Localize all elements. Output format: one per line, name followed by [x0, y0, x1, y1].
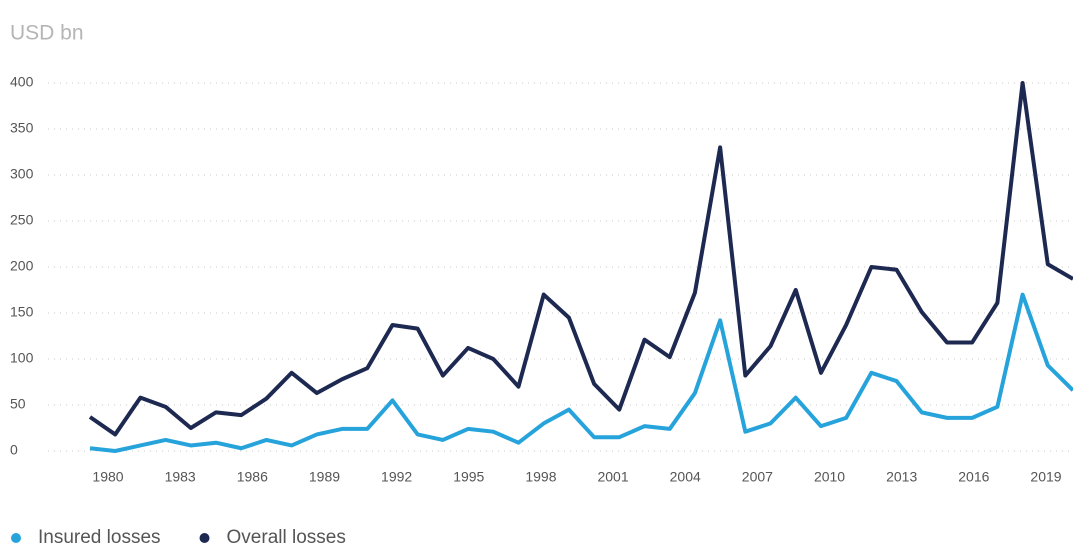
y-tick-label: 150: [10, 304, 34, 320]
x-tick-label: 1980: [92, 469, 123, 485]
x-tick-label: 2010: [814, 469, 845, 485]
y-tick-label: 400: [10, 74, 34, 90]
legend-marker: [199, 533, 210, 543]
y-tick-label: 300: [10, 166, 34, 182]
y-tick-label: 50: [10, 396, 26, 412]
x-tick-label: 1998: [525, 469, 556, 485]
chart-subtitle: USD bn: [10, 22, 84, 45]
legend-label: Overall losses: [227, 527, 346, 545]
x-tick-label: 1992: [381, 469, 412, 485]
x-tick-label: 1995: [453, 469, 484, 485]
legend-label: Insured losses: [38, 527, 161, 545]
y-tick-label: 0: [10, 442, 18, 458]
x-tick-label: 2004: [670, 469, 701, 485]
x-tick-label: 2001: [597, 469, 628, 485]
y-tick-label: 350: [10, 120, 34, 136]
x-tick-label: 1983: [165, 469, 196, 485]
x-tick-label: 2019: [1030, 469, 1061, 485]
line-series: [89, 292, 1073, 453]
legend-marker: [11, 533, 21, 543]
x-tick-label: 1989: [309, 469, 340, 485]
x-tick-label: 2013: [886, 469, 917, 485]
x-tick-label: 2007: [742, 469, 773, 485]
x-tick-label: 2016: [958, 469, 989, 485]
y-tick-label: 100: [10, 350, 34, 366]
y-tick-label: 250: [10, 212, 34, 228]
line-series: [88, 81, 1073, 437]
y-tick-label: 200: [10, 258, 34, 274]
x-tick-label: 1986: [237, 469, 268, 485]
